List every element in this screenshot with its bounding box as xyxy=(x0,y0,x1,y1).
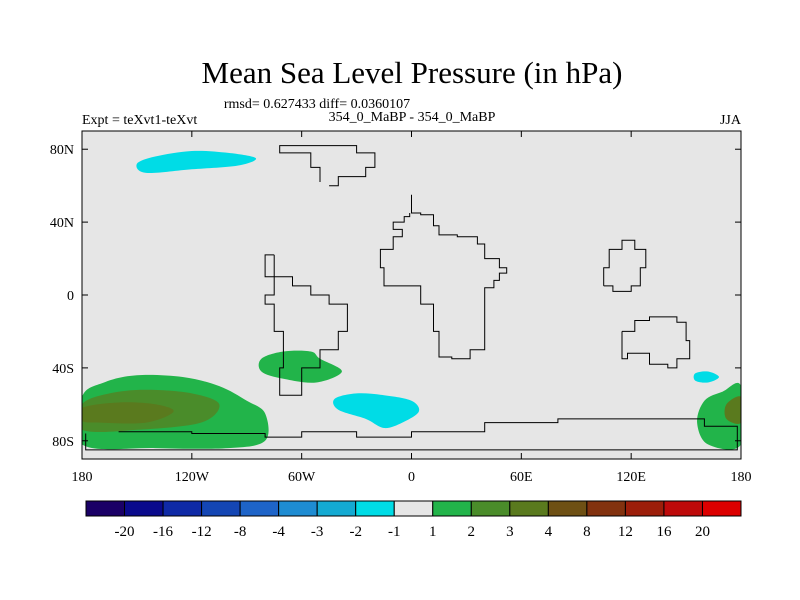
colorbar-box xyxy=(701,500,742,517)
colorbar-box xyxy=(316,500,357,517)
anomaly-arctic-low xyxy=(136,150,257,174)
colorbar-label: -16 xyxy=(153,524,173,540)
coastline-asia-east xyxy=(603,239,647,292)
colorbar-box xyxy=(124,500,164,517)
anomaly-south-atlantic-low xyxy=(333,393,420,429)
coastline-antarctica xyxy=(85,418,738,451)
colorbar-label: 16 xyxy=(656,524,672,540)
colorbar-label: -20 xyxy=(115,524,135,540)
x-tick-label: 120W xyxy=(175,470,210,485)
colorbar-label: -3 xyxy=(311,524,324,540)
colorbar-box xyxy=(586,500,626,517)
x-tick-label: 0 xyxy=(408,470,415,485)
colorbar: -20 -16 -12 -8 -4 -3 -2 -1 1 2 3 4 8 12 16 20 xyxy=(85,500,742,540)
colorbar-box xyxy=(278,500,318,517)
anomaly-indian-high xyxy=(697,382,741,450)
colorbar-label: -2 xyxy=(349,524,362,540)
y-tick-label: 0 xyxy=(67,289,74,304)
stats-label: rmsd= 0.627433 diff= 0.0360107 xyxy=(224,97,410,112)
colorbar-box xyxy=(393,500,434,517)
colorbar-box xyxy=(663,500,703,517)
colorbar-label: 2 xyxy=(468,524,476,540)
colorbar-box xyxy=(201,500,241,517)
colorbar-label: -1 xyxy=(388,524,401,540)
anomaly-south-pacific-high-center xyxy=(82,402,174,424)
colorbar-box xyxy=(162,500,203,517)
colorbar-box xyxy=(547,500,588,517)
y-tick-label: 40N xyxy=(50,216,74,231)
anomaly-tasman-low xyxy=(693,371,719,383)
coastline-australia xyxy=(621,316,691,369)
colorbar-label: 4 xyxy=(545,524,553,540)
chart-title: Mean Sea Level Pressure (in hPa) xyxy=(202,55,623,90)
colorbar-label: 3 xyxy=(506,524,514,540)
season-label: JJA xyxy=(720,113,742,128)
y-tick-label: 80N xyxy=(50,143,74,158)
coastline-greenland xyxy=(279,145,376,187)
x-tick-label: 60W xyxy=(288,470,316,485)
colorbar-label: 8 xyxy=(583,524,591,540)
colorbar-box xyxy=(355,500,395,517)
colorbar-box xyxy=(239,500,280,517)
experiment-label: Expt = teXvt1-teXvt xyxy=(82,113,197,128)
colorbar-label: 20 xyxy=(695,524,710,540)
colorbar-label: 1 xyxy=(429,524,437,540)
colorbar-label: -8 xyxy=(234,524,247,540)
y-tick-label: 80S xyxy=(52,435,74,450)
anomaly-indian-high-core xyxy=(724,396,741,424)
colorbar-box xyxy=(509,500,549,517)
colorbar-label: -4 xyxy=(272,524,285,540)
x-tick-label: 60E xyxy=(510,470,533,485)
x-tick-label: 180 xyxy=(72,470,93,485)
x-tick-label: 120E xyxy=(616,470,646,485)
colorbar-box xyxy=(624,500,665,517)
colorbar-box xyxy=(432,500,472,517)
period-label: 354_0_MaBP - 354_0_MaBP xyxy=(329,110,496,125)
colorbar-label: -12 xyxy=(192,524,212,540)
x-tick-label: 180 xyxy=(731,470,752,485)
colorbar-box xyxy=(85,500,126,517)
coastline-eurasia-africa xyxy=(379,194,508,360)
colorbar-label: 12 xyxy=(618,524,633,540)
plot-area: 180 120W 60W 0 60E 120E 180 80N 40N 0 40S 80S xyxy=(50,130,752,485)
colorbar-box xyxy=(470,500,511,517)
coastline-americas xyxy=(264,254,348,396)
y-tick-label: 40S xyxy=(52,362,74,377)
